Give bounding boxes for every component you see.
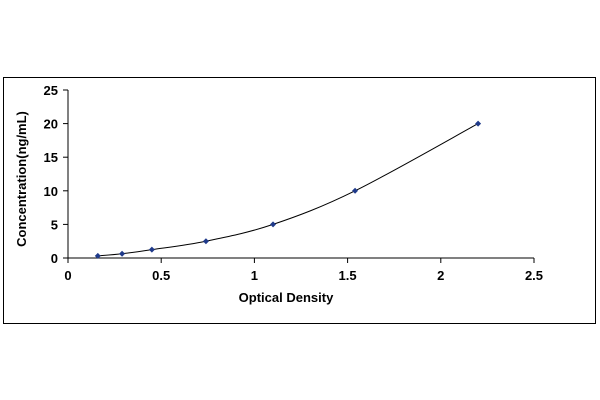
data-point <box>352 187 359 194</box>
fit-curve <box>97 123 479 257</box>
y-axis-title: Concentration(ng/mL) <box>14 111 29 247</box>
data-point <box>94 252 101 259</box>
chart-frame <box>3 77 596 324</box>
data-point <box>148 246 155 253</box>
x-tick-label: 0 <box>64 268 71 283</box>
x-tick-label: 0.5 <box>152 268 170 283</box>
y-tick-label: 10 <box>44 184 58 199</box>
y-tick-label: 20 <box>44 117 58 132</box>
x-tick-label: 2.5 <box>525 268 543 283</box>
axes <box>67 90 534 259</box>
y-tick-label: 5 <box>51 217 58 232</box>
data-point <box>270 221 277 228</box>
y-tick-label: 0 <box>51 251 58 266</box>
data-point <box>202 238 209 245</box>
x-axis-ticks: 0 0.5 1 1.5 2 2.5 <box>64 258 543 283</box>
y-axis-ticks: 0 5 10 15 20 25 <box>44 83 68 266</box>
data-point <box>475 120 482 127</box>
x-axis-title: Optical Density <box>239 290 334 305</box>
y-tick-label: 15 <box>44 150 58 165</box>
y-tick-label: 25 <box>44 83 58 98</box>
data-points <box>94 120 482 259</box>
x-tick-label: 2 <box>437 268 444 283</box>
x-tick-label: 1.5 <box>339 268 357 283</box>
x-tick-label: 1 <box>251 268 258 283</box>
data-point <box>119 250 126 257</box>
